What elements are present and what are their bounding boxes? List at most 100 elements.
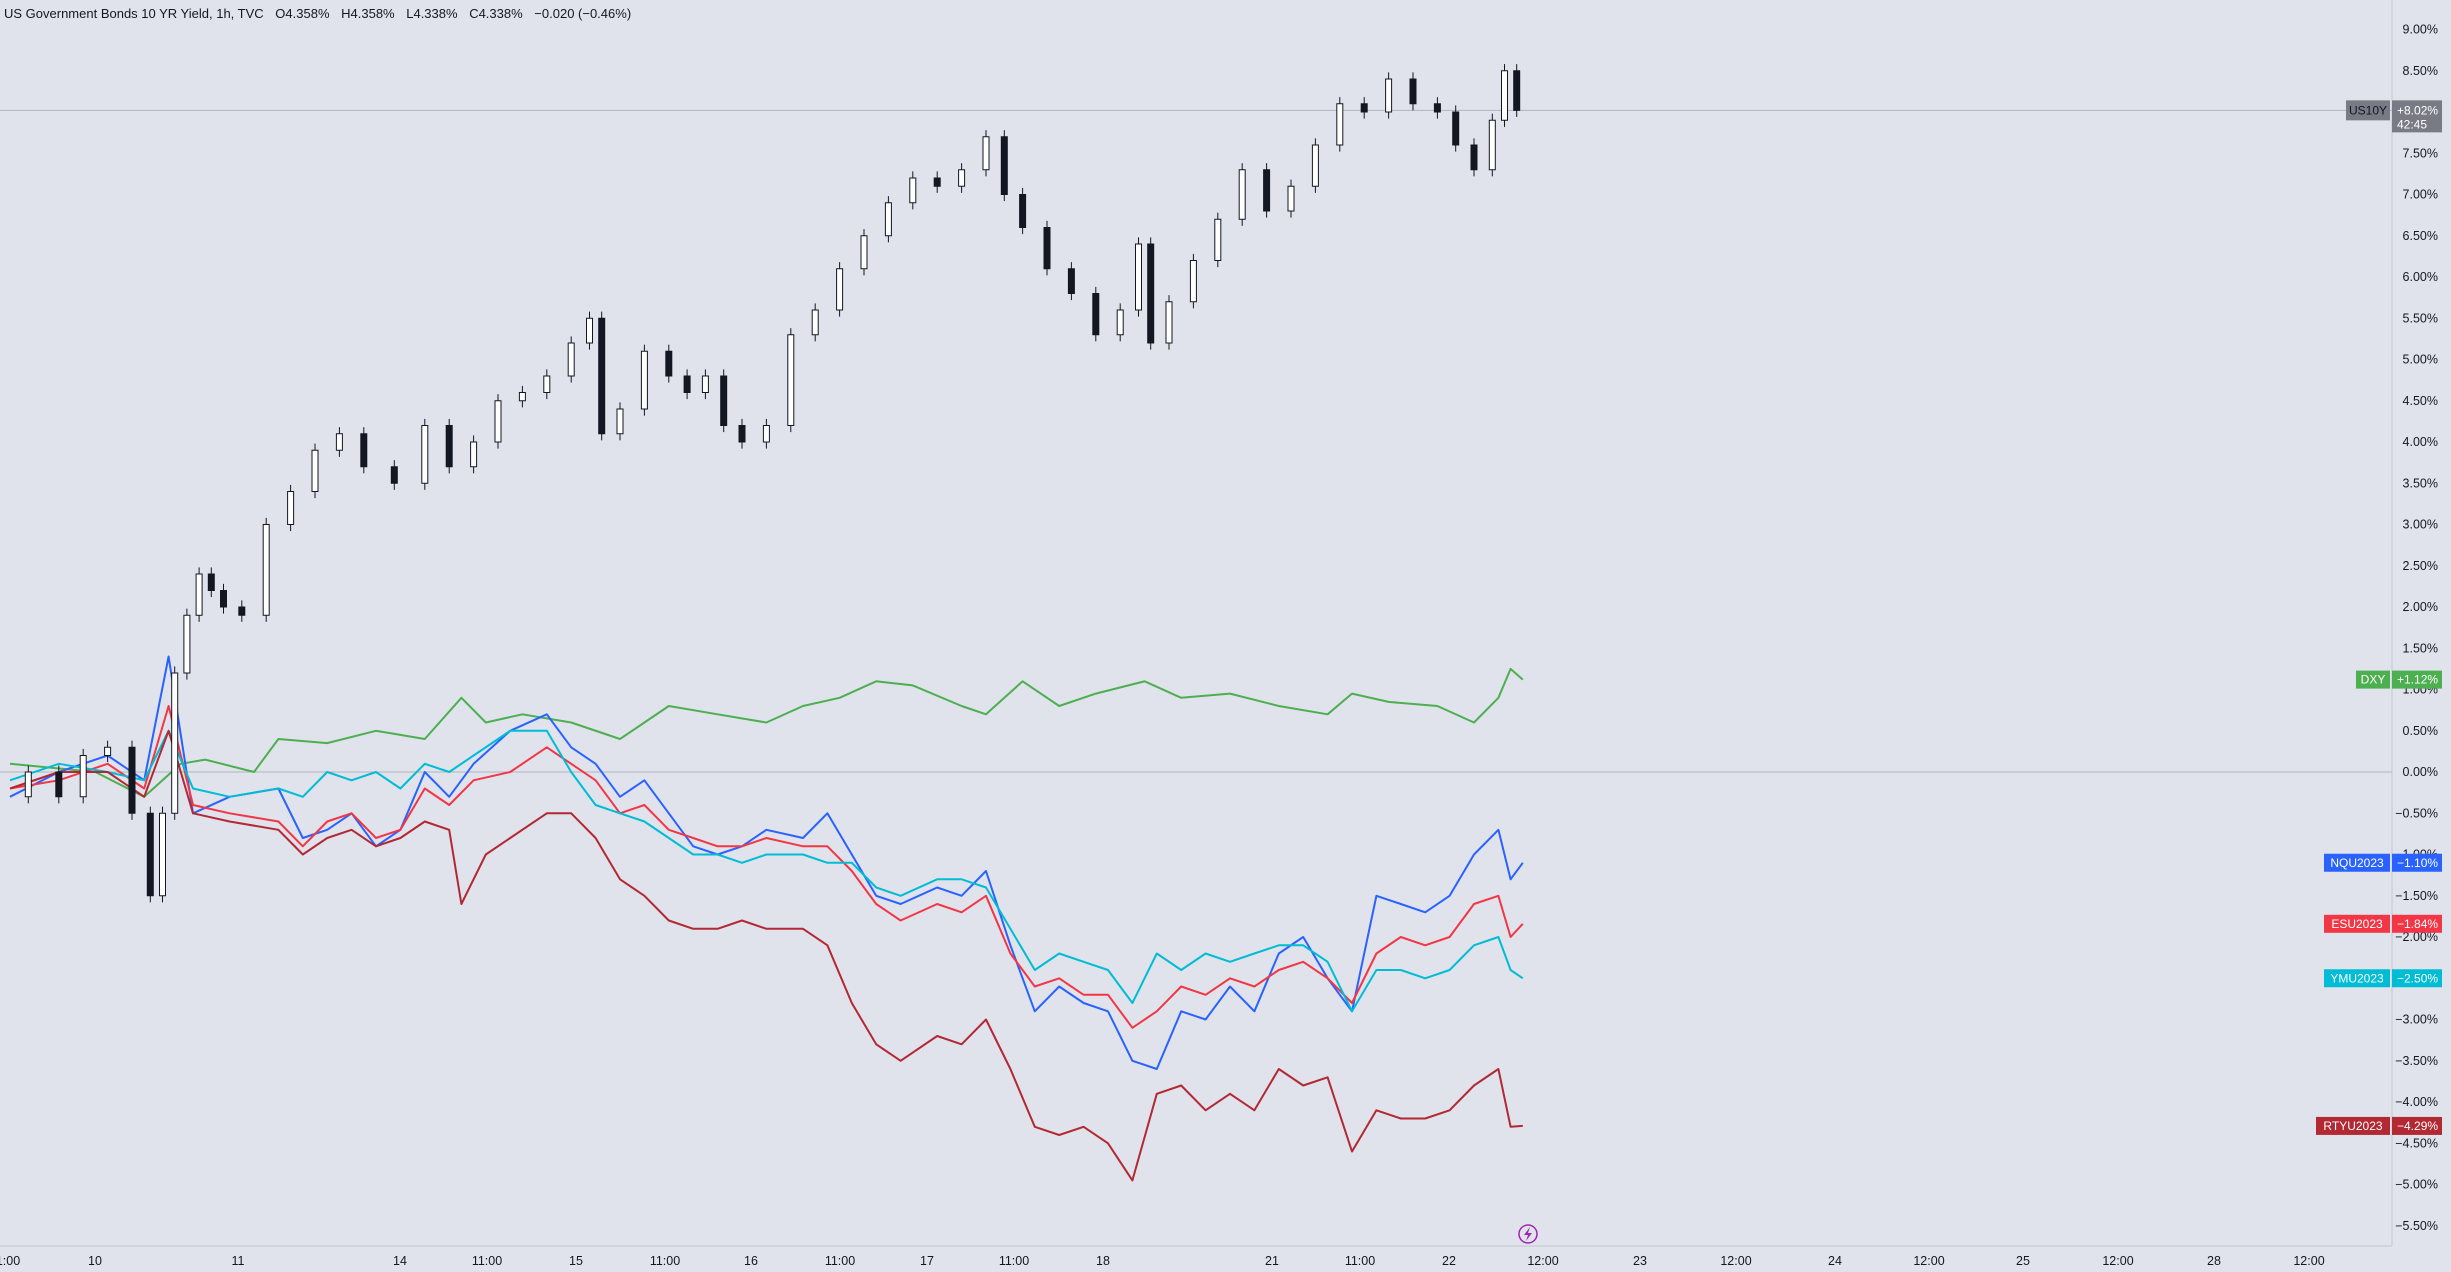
tag-name-bg	[2316, 1116, 2390, 1135]
candle-body	[909, 177, 917, 204]
candle-body	[421, 425, 429, 484]
x-tick-label: 17	[920, 1254, 934, 1268]
candle-body	[195, 573, 203, 616]
y-tick-label: −0.50%	[2395, 806, 2438, 820]
series-line-ymu2023	[9, 729, 1524, 1013]
candle-body	[1360, 103, 1368, 113]
time-axis[interactable]: 1:00 10 11 14 11:00 15 11:00 16 11:00 17 11:00 18 21…	[0, 1254, 2325, 1268]
candle-body	[518, 392, 526, 402]
candle-body	[1433, 103, 1441, 113]
candle-body	[860, 235, 868, 270]
y-tick-label: −3.50%	[2395, 1054, 2438, 1068]
candle-body	[1263, 169, 1271, 212]
ohlc-high: H4.358%	[341, 6, 395, 21]
tag-countdown: 42:45	[2397, 117, 2427, 131]
x-tick-label: 23	[1633, 1254, 1647, 1268]
candle-body	[390, 466, 398, 484]
x-tick-label: 10	[88, 1254, 102, 1268]
x-tick-label: 11:00	[1345, 1254, 1375, 1268]
candle-body	[787, 334, 795, 426]
y-tick-label: −1.50%	[2395, 889, 2438, 903]
candle-body	[494, 400, 502, 443]
candle-body	[884, 202, 892, 237]
candle-body	[79, 755, 87, 798]
candle-body	[811, 309, 819, 336]
candle-body	[287, 491, 295, 525]
tag-name-bg	[2324, 969, 2390, 988]
x-tick-label: 11:00	[825, 1254, 855, 1268]
tag-value-bg	[2392, 853, 2442, 872]
x-tick-label: 11:00	[999, 1254, 1029, 1268]
candle-body	[1092, 293, 1100, 336]
candle-body	[586, 317, 593, 344]
series-lines	[9, 655, 1524, 1182]
candle-body	[1488, 119, 1496, 171]
candle-body	[683, 375, 691, 393]
tag-name-bg	[2356, 670, 2390, 689]
x-tick-label: 24	[1828, 1254, 1842, 1268]
candle-body	[159, 812, 166, 897]
candle-body	[1165, 301, 1173, 344]
y-tick-label: −5.00%	[2395, 1178, 2438, 1192]
y-tick-label: 9.00%	[2403, 23, 2438, 37]
candle-body	[665, 350, 673, 377]
tag-name: US10Y	[2349, 103, 2387, 117]
candle-body	[598, 317, 606, 435]
candle-body	[470, 441, 478, 468]
candle-body	[1311, 144, 1319, 187]
y-tick-label: 5.50%	[2403, 311, 2438, 325]
candle-body	[238, 606, 246, 616]
candle-body	[1019, 194, 1027, 228]
candle-body	[104, 746, 112, 756]
series-tags: US10Y +8.02%42:45 DXY +1.12% NQU2023 −1.10% ES…	[2316, 100, 2442, 1135]
candle-body	[640, 350, 648, 410]
y-tick-label: 5.00%	[2403, 353, 2438, 367]
candle-body	[1147, 243, 1155, 344]
x-tick-label: 12:00	[2102, 1254, 2133, 1268]
y-tick-label: 6.50%	[2403, 229, 2438, 243]
ohlc-change: −0.020 (−0.46%)	[534, 6, 632, 21]
candle-body	[1452, 111, 1460, 146]
symbol-title[interactable]: US Government Bonds 10 YR Yield, 1h, TVC	[4, 6, 264, 21]
tag-value-bg	[2392, 1116, 2442, 1135]
x-tick-label: 1:00	[0, 1254, 20, 1268]
candle-body	[1214, 218, 1222, 261]
y-tick-label: 1.50%	[2403, 641, 2438, 655]
x-tick-label: 15	[569, 1254, 583, 1268]
y-tick-label: 2.50%	[2403, 559, 2438, 573]
candle-body	[762, 425, 770, 443]
nqu2023-tag: NQU2023 −1.10%	[2324, 853, 2442, 872]
y-tick-label: 4.00%	[2403, 435, 2438, 449]
candle-body	[207, 573, 215, 591]
candle-body	[1116, 309, 1124, 336]
y-tick-label: 6.00%	[2403, 270, 2438, 284]
y-tick-label: −2.00%	[2395, 930, 2438, 944]
tag-value-bg	[2392, 670, 2442, 689]
candle-body	[543, 375, 551, 393]
y-tick-label: 0.00%	[2403, 765, 2438, 779]
x-tick-label: 12:00	[1720, 1254, 1751, 1268]
x-tick-label: 11	[232, 1254, 245, 1268]
candle-body	[933, 177, 941, 187]
tag-value: −1.10%	[2397, 856, 2438, 870]
tag-name: YMU2023	[2330, 971, 2384, 985]
tag-value-bg	[2392, 969, 2442, 988]
bolt-icon[interactable]	[1518, 1224, 1538, 1244]
candles	[0, 64, 2392, 903]
us10y-price-tag: US10Y +8.02%42:45	[2346, 100, 2442, 133]
esu2023-tag: ESU2023 −1.84%	[2324, 914, 2442, 933]
candle-body	[1067, 268, 1075, 294]
y-tick-label: 3.00%	[2403, 518, 2438, 532]
series-line-rtyu2023	[9, 729, 1523, 1182]
candle-body	[1409, 78, 1417, 105]
tag-name: ESU2023	[2331, 917, 2383, 931]
y-tick-label: 8.50%	[2403, 64, 2438, 78]
candle-body	[701, 375, 709, 393]
price-axis[interactable]: 9.00%8.50%8.00%7.50%7.00%6.50%6.00%5.50%…	[2395, 23, 2438, 1233]
candle-body	[1470, 144, 1478, 171]
x-tick-label: 12:00	[1913, 1254, 1944, 1268]
tag-name-bg	[2324, 914, 2390, 933]
candle-body	[171, 672, 179, 814]
y-tick-label: −4.00%	[2395, 1095, 2438, 1109]
